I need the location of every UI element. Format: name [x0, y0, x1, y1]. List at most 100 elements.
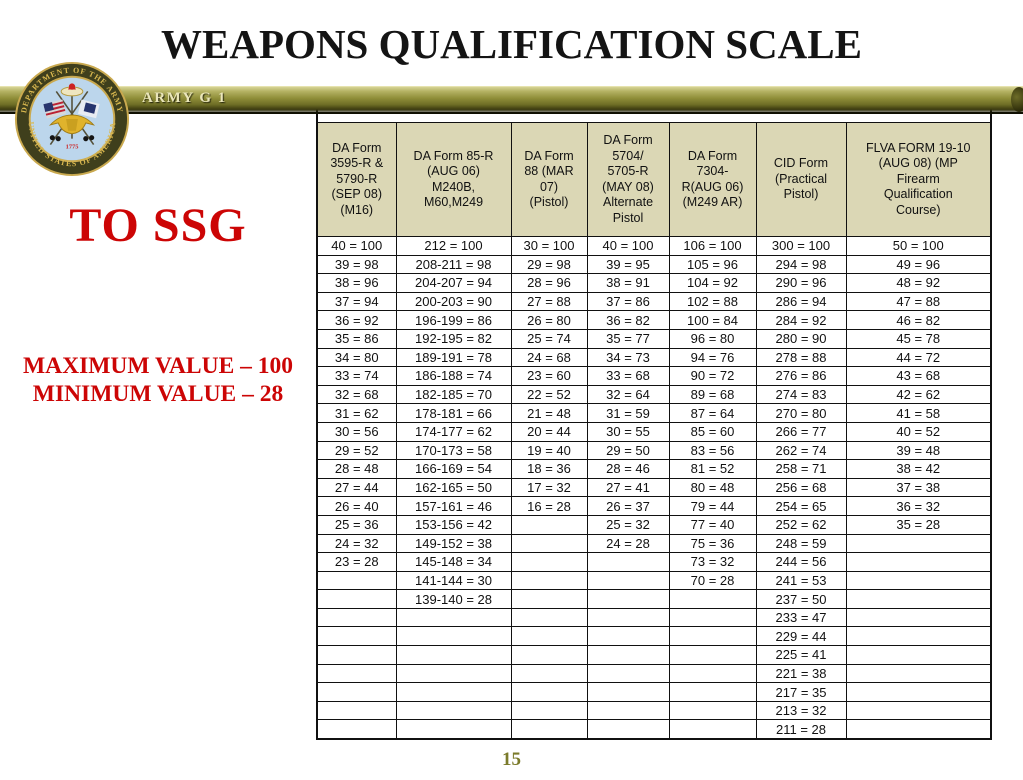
table-cell [845, 700, 992, 721]
table-cell: 221 = 38 [755, 663, 847, 684]
table-cell [668, 700, 757, 721]
table-cell [510, 570, 588, 591]
table-cell [316, 570, 397, 591]
table-cell: 38 = 96 [316, 273, 397, 293]
table-cell: 141-144 = 30 [395, 570, 512, 591]
table-cell: 81 = 52 [668, 459, 757, 479]
table-cell [668, 719, 757, 740]
table-header-row: DA Form 3595-R & 5790-R (SEP 08) (M16) D… [316, 122, 992, 237]
table-cell: 40 = 100 [586, 236, 670, 256]
table-cell: 36 = 32 [845, 496, 992, 516]
army-seal-icon: DEPARTMENT OF THE ARMY UNITED STATES OF … [13, 58, 131, 180]
column-header-cid: CID Form (Practical Pistol) [755, 122, 847, 237]
table-cell [845, 663, 992, 684]
table-cell: 182-185 = 70 [395, 384, 512, 405]
table-cell [845, 626, 992, 647]
table-cell [395, 700, 512, 721]
grade-label: TO SSG [69, 199, 247, 252]
table-row: 225 = 41 [316, 645, 992, 665]
table-cell: 254 = 65 [755, 496, 847, 516]
table-cell: 225 = 41 [755, 645, 847, 665]
table-row: 34 = 80 189-191 = 78 24 = 68 34 = 73 94 = 76… [316, 347, 992, 368]
table-cell: 35 = 86 [316, 328, 397, 349]
table-cell: 252 = 62 [755, 514, 847, 535]
column-header-alternate-pistol: DA Form 5704/ 5705-R (MAY 08) Alternate … [586, 122, 670, 237]
table-cell: 290 = 96 [755, 273, 847, 293]
table-cell [845, 607, 992, 628]
table-cell [668, 645, 757, 665]
table-cell: 45 = 78 [845, 328, 992, 349]
table-cell: 149-152 = 38 [395, 533, 512, 554]
table-cell: 204-207 = 94 [395, 273, 512, 293]
table-cell [510, 645, 588, 665]
table-cell [510, 682, 588, 702]
table-cell: 24 = 68 [510, 347, 588, 368]
table-cell: 106 = 100 [668, 236, 757, 256]
table-cell: 270 = 80 [755, 403, 847, 423]
table-cell: 47 = 88 [845, 291, 992, 312]
table-cell: 50 = 100 [845, 236, 992, 256]
table-row: 233 = 47 [316, 607, 992, 628]
table-cell: 26 = 37 [586, 496, 670, 516]
table-cell: 27 = 41 [586, 477, 670, 498]
table-cell: 26 = 40 [316, 496, 397, 516]
table-row: 221 = 38 [316, 663, 992, 684]
table-row: 26 = 40 157-161 = 46 16 = 28 26 = 37 79 = 44… [316, 496, 992, 516]
table-cell: 89 = 68 [668, 384, 757, 405]
table-cell: 276 = 86 [755, 366, 847, 386]
table-cell: 29 = 98 [510, 254, 588, 275]
table-cell: 258 = 71 [755, 459, 847, 479]
table-cell [845, 570, 992, 591]
table-cell: 256 = 68 [755, 477, 847, 498]
table-cell: 36 = 82 [586, 310, 670, 330]
table-cell: 33 = 68 [586, 366, 670, 386]
army-seal-svg: DEPARTMENT OF THE ARMY UNITED STATES OF … [14, 61, 130, 177]
table-cell: 25 = 32 [586, 514, 670, 535]
table-cell: 229 = 44 [755, 626, 847, 647]
table-row: 37 = 94 200-203 = 90 27 = 88 37 = 86 102 = 8… [316, 291, 992, 312]
table-cell: 33 = 74 [316, 366, 397, 386]
table-cell [510, 607, 588, 628]
table-cell: 40 = 52 [845, 421, 992, 442]
table-cell: 35 = 77 [586, 328, 670, 349]
table-cell: 37 = 86 [586, 291, 670, 312]
table-cell: 27 = 88 [510, 291, 588, 312]
table-cell: 237 = 50 [755, 589, 847, 609]
table-row: 141-144 = 30 70 = 28 241 = 53 [316, 570, 992, 591]
banner-endcap [1011, 87, 1023, 112]
table-cell: 186-188 = 74 [395, 366, 512, 386]
table-cell: 17 = 32 [510, 477, 588, 498]
table-cell: 90 = 72 [668, 366, 757, 386]
table-cell [586, 570, 670, 591]
table-cell: 30 = 56 [316, 421, 397, 442]
page-title: WEAPONS QUALIFICATION SCALE [161, 21, 862, 67]
table-cell: 28 = 48 [316, 459, 397, 479]
table-cell: 208-211 = 98 [395, 254, 512, 275]
table-cell: 43 = 68 [845, 366, 992, 386]
table-cell [395, 626, 512, 647]
table-cell: 192-195 = 82 [395, 328, 512, 349]
table-cell: 22 = 52 [510, 384, 588, 405]
table-cell: 85 = 60 [668, 421, 757, 442]
table-cell [586, 719, 670, 740]
table-cell [510, 626, 588, 647]
table-row: 35 = 86 192-195 = 82 25 = 74 35 = 77 96 = 80… [316, 328, 992, 349]
table-cell: 37 = 38 [845, 477, 992, 498]
table-cell: 21 = 48 [510, 403, 588, 423]
table-cell: 38 = 42 [845, 459, 992, 479]
table-cell: 233 = 47 [755, 607, 847, 628]
table-row: 30 = 56 174-177 = 62 20 = 44 30 = 55 85 = 60… [316, 421, 992, 442]
army-banner-label: ARMY G 1 [142, 90, 227, 106]
column-header-m249ar: DA Form 7304- R(AUG 06) (M249 AR) [668, 122, 757, 237]
table-cell [668, 682, 757, 702]
table-cell: 36 = 92 [316, 310, 397, 330]
table-cell: 241 = 53 [755, 570, 847, 591]
table-cell [668, 607, 757, 628]
max-value-label: MAXIMUM VALUE – 100 [22, 353, 294, 379]
table-cell: 96 = 80 [668, 328, 757, 349]
table-cell [845, 589, 992, 609]
table-cell: 39 = 98 [316, 254, 397, 275]
table-cell [668, 663, 757, 684]
table-cell: 105 = 96 [668, 254, 757, 275]
table-cell: 41 = 58 [845, 403, 992, 423]
